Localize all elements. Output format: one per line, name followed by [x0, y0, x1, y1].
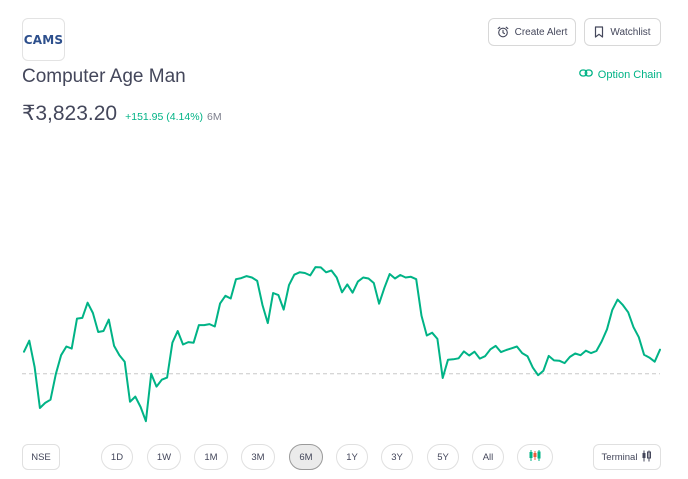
price-change: +151.95 (4.14%): [125, 111, 204, 123]
link-icon: [578, 68, 593, 81]
company-logo-text: CAMS: [23, 32, 64, 47]
timeframe-label: 1W: [156, 451, 172, 463]
timeframe-6m-button[interactable]: 6M: [289, 444, 323, 470]
timeframe-label: 3M: [251, 451, 265, 463]
timeframe-label: All: [482, 451, 494, 463]
current-price: ₹3,823.20: [22, 102, 118, 125]
timeframe-1w-button[interactable]: 1W: [147, 444, 181, 470]
create-alert-button[interactable]: Create Alert: [488, 18, 576, 46]
timeframe-label: 1M: [204, 451, 218, 463]
company-logo: CAMS: [22, 18, 65, 61]
chart-type-button[interactable]: [517, 444, 553, 470]
timeframe-1m-button[interactable]: 1M: [194, 444, 228, 470]
exchange-selector[interactable]: NSE: [22, 444, 60, 470]
price-chart[interactable]: [0, 130, 688, 440]
timeframe-1d-button[interactable]: 1D: [101, 444, 133, 470]
timeframe-3m-button[interactable]: 3M: [241, 444, 275, 470]
timeframe-1y-button[interactable]: 1Y: [336, 444, 368, 470]
terminal-button[interactable]: Terminal: [593, 444, 661, 470]
timeframe-label: 1D: [110, 451, 124, 463]
create-alert-label: Create Alert: [514, 26, 568, 38]
price-row: ₹3,823.20 +151.95 (4.14%) 6M: [22, 101, 222, 126]
candlestick-icon: [641, 450, 652, 465]
timeframe-label: 1Y: [346, 451, 358, 463]
candlestick-icon: [528, 449, 542, 465]
watchlist-button[interactable]: Watchlist: [584, 18, 661, 46]
price-line: [23, 266, 661, 423]
timeframe-label: 3Y: [391, 451, 403, 463]
timeframe-all-button[interactable]: All: [472, 444, 504, 470]
terminal-label: Terminal: [601, 451, 638, 463]
timeframe-label: 5Y: [437, 451, 449, 463]
option-chain-link[interactable]: Option Chain: [578, 68, 662, 81]
timeframe-5y-button[interactable]: 5Y: [427, 444, 459, 470]
exchange-label: NSE: [31, 451, 51, 463]
option-chain-label: Option Chain: [597, 68, 662, 81]
bookmark-icon: [594, 26, 604, 38]
watchlist-label: Watchlist: [610, 26, 651, 38]
timeframe-label: 6M: [299, 451, 313, 463]
timeframe-3y-button[interactable]: 3Y: [381, 444, 413, 470]
change-period: 6M: [207, 111, 222, 123]
alarm-clock-icon: [497, 26, 509, 38]
stock-name: Computer Age Man: [22, 66, 186, 87]
